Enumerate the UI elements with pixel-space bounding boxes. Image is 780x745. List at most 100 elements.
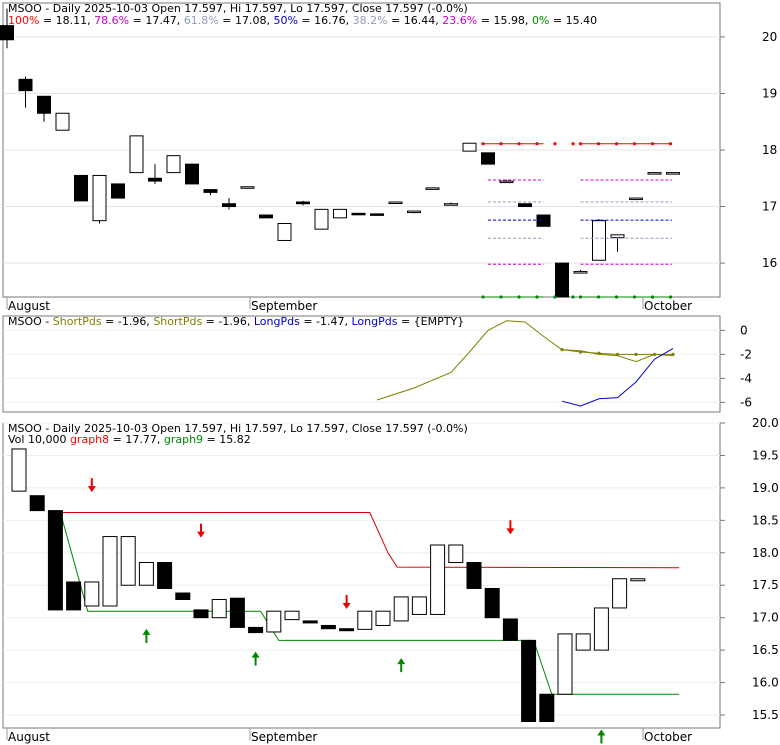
- price-tick-label-0: 20: [762, 30, 777, 44]
- indicator-series-2: [561, 347, 674, 407]
- stops-legend: Vol 10,000 graph8 = 17.77, graph9 = 15.8…: [8, 433, 251, 446]
- stops-candle-18: [339, 628, 355, 632]
- fib-dot-right-6-1: [596, 295, 601, 299]
- fib-dot-right-0-3: [632, 142, 637, 146]
- fib-legend-text-part-9: = 16.44,: [388, 14, 443, 27]
- fib-dot-left-6-2: [517, 295, 521, 299]
- price-candle-14: [259, 214, 273, 219]
- stops-legend-text-part-0: Vol 10,000: [8, 433, 70, 446]
- fib-dot-right-6-0: [578, 295, 583, 299]
- fib-dot-left-6-3: [535, 295, 539, 299]
- indicator-tick-label-0: 0: [740, 323, 748, 337]
- stops-candle-7: [138, 562, 154, 586]
- signal-arrows: [87, 478, 606, 744]
- stops-candle-9: [175, 592, 191, 601]
- price-candle-6: [111, 183, 125, 199]
- indicator-legend-text-part-3: ShortPds: [153, 315, 202, 328]
- stops-panel-y-axis: 20.0 19.5 19.0 18.5 18.0 17.5 17.0 16.5 16.0 15.5: [720, 416, 779, 722]
- price-panel-y-axis: 20 19 18 17 16: [720, 30, 777, 270]
- stops-legend-text-part-2: = 17.77,: [109, 433, 164, 446]
- up-arrow-icon-3: [597, 729, 606, 736]
- stops-panel-title: MSOO - Daily 2025-10-03 Open 17.597, Hi …: [8, 422, 468, 435]
- fib-legend-text-part-7: = 16.76,: [298, 14, 353, 27]
- stops-candle-33: [612, 578, 628, 609]
- price-candle-24: [444, 203, 458, 206]
- stops-tick-label-3: 18.5: [752, 513, 779, 527]
- fib-legend-text-part-12: 0%: [532, 14, 549, 27]
- stops-tick-label-8: 16.0: [752, 676, 779, 690]
- price-candle-0: [0, 25, 14, 41]
- price-candle-11: [203, 189, 218, 193]
- stops-candle-15: [284, 610, 300, 621]
- indicator-tick-label-2: -4: [740, 371, 752, 385]
- fib-legend-text-part-1: = 18.11,: [39, 14, 94, 27]
- stops-candle-4: [84, 581, 100, 607]
- price-candle-23: [425, 187, 440, 190]
- price-candle-30: [555, 262, 569, 298]
- price-panel-grid: [3, 36, 720, 264]
- up-arrow-icon-2: [397, 658, 406, 665]
- price-candle-32: [592, 220, 606, 261]
- stops-candle-5: [102, 536, 118, 607]
- fib-dot-right-6-5: [668, 295, 673, 299]
- price-candle-9: [166, 155, 181, 174]
- fib-dot-right-0-0: [578, 142, 583, 146]
- indicator-legend-text-part-6: = -1.47,: [300, 315, 352, 328]
- indicator-tick-label-3: -6: [740, 395, 752, 409]
- price-candle-13: [240, 186, 255, 189]
- price-candle-16: [296, 201, 310, 205]
- stops-panel-candles: [11, 448, 646, 723]
- price-candle-15: [277, 223, 292, 241]
- indicator-series-0: [376, 320, 674, 401]
- price-x-label-0: August: [8, 299, 50, 313]
- stops-tick-label-4: 18.0: [752, 546, 779, 560]
- fib-dot-right-6-2: [614, 295, 619, 299]
- fib-dot-left-6-1: [499, 295, 503, 299]
- fib-dot-right-6-4: [650, 295, 655, 299]
- stops-x-label-1: September: [251, 730, 317, 744]
- fib-legend-text: 100% = 18.11, 78.6% = 17.47, 61.8% = 17.…: [8, 14, 597, 27]
- stops-candle-23: [430, 544, 446, 615]
- fib-legend-text-part-4: 61.8%: [184, 14, 219, 27]
- stops-candle-6: [120, 536, 136, 586]
- fib-legend-text-part-11: = 15.98,: [477, 14, 532, 27]
- indicator-point-0: [560, 348, 564, 352]
- stops-candle-29: [539, 693, 555, 723]
- stops-candle-32: [593, 607, 609, 651]
- stops-candle-3: [66, 581, 82, 611]
- indicator-legend-text-part-5: LongPds: [254, 315, 300, 328]
- price-candle-7: [129, 135, 144, 174]
- price-tick-label-4: 16: [762, 256, 777, 270]
- price-x-label-1: September: [251, 299, 317, 313]
- stops-x-label-0: August: [8, 730, 50, 744]
- price-candle-26: [481, 152, 495, 165]
- stops-x-label-2: October: [644, 730, 692, 744]
- fib-dot-left-6-0: [481, 295, 485, 299]
- stops-candle-26: [484, 587, 500, 619]
- stops-tick-label-7: 16.5: [752, 643, 779, 657]
- stops-tick-label-6: 17.0: [752, 611, 779, 625]
- indicator-legend-text-part-8: = {EMPTY}: [397, 315, 464, 328]
- price-panel-x-axis: August September October: [6, 297, 692, 313]
- stops-candle-19: [357, 610, 373, 630]
- indicator-y-axis: 0 -2 -4 -6: [720, 323, 752, 409]
- price-panel-candles: [0, 8, 680, 298]
- indicator-point-3: [615, 352, 620, 356]
- fib-dot-left-0-0: [481, 142, 485, 146]
- fib-dot-right-0-1: [596, 142, 601, 146]
- indicator-panel-frame: [2, 315, 721, 413]
- indicator-point-5: [652, 352, 657, 356]
- price-candle-31: [573, 271, 588, 274]
- stops-legend-text: Vol 10,000 graph8 = 17.77, graph9 = 15.8…: [8, 433, 251, 446]
- stops-tick-label-1: 19.5: [752, 448, 779, 462]
- indicator-legend-text-part-2: = -1.96,: [102, 315, 154, 328]
- price-x-label-2: October: [644, 299, 692, 313]
- stops-candle-13: [248, 626, 264, 634]
- price-candle-28: [518, 203, 532, 208]
- stops-candle-20: [375, 610, 391, 626]
- price-candle-10: [185, 163, 199, 185]
- fib-dot-left-6-5: [571, 295, 575, 299]
- price-candle-5: [92, 174, 107, 222]
- down-arrow-icon-1: [197, 531, 205, 538]
- stops-legend-text-part-3: graph9: [164, 433, 203, 446]
